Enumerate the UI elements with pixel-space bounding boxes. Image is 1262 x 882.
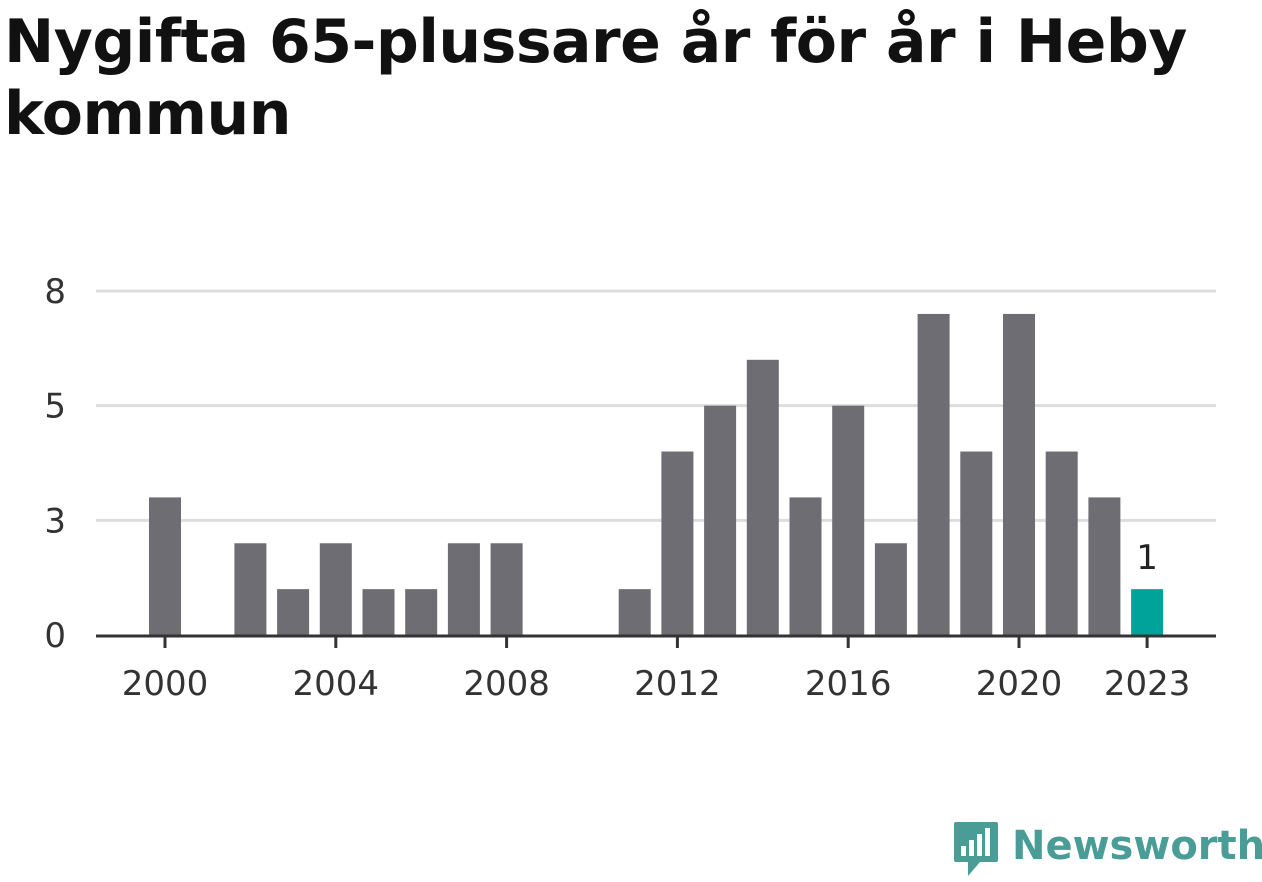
bar — [789, 497, 822, 635]
bar — [746, 359, 779, 635]
x-axis-ticks: 2000 2004 2008 2012 2016 2020 2023 — [122, 635, 1191, 704]
brand-name: Newsworthy — [1012, 823, 1262, 869]
bar — [149, 497, 181, 635]
data-label: 1 — [1136, 538, 1158, 578]
x-tick-label: 2016 — [805, 664, 892, 704]
bar — [960, 451, 993, 635]
bar — [832, 405, 865, 635]
bar — [917, 313, 950, 635]
x-tick-label: 2020 — [976, 664, 1063, 704]
x-tick-label: 2004 — [293, 664, 380, 704]
bar — [447, 543, 480, 635]
y-tick-label: 0 — [44, 616, 66, 656]
y-tick-label: 5 — [44, 387, 66, 427]
y-tick-label: 8 — [44, 272, 66, 312]
x-tick-label: 2008 — [463, 664, 550, 704]
bar — [490, 543, 523, 635]
bar — [1003, 313, 1035, 635]
bar — [874, 543, 907, 635]
bar — [277, 589, 310, 635]
data-labels: 1 — [1136, 538, 1158, 578]
x-tick-label: 2023 — [1104, 664, 1191, 704]
x-tick-label: 2012 — [634, 664, 721, 704]
bar-highlight — [1131, 589, 1164, 635]
y-axis-tick-labels: 0 3 5 8 — [44, 272, 66, 656]
bar — [661, 451, 694, 635]
bar — [1088, 497, 1121, 635]
bar — [1045, 451, 1078, 635]
bar — [319, 543, 352, 635]
bar — [234, 543, 267, 635]
y-tick-label: 3 — [44, 501, 66, 541]
newsworthy-logo-icon — [952, 820, 1000, 880]
bar — [362, 589, 395, 635]
chart-title: Nygifta 65-plussare år för år i Heby kom… — [4, 7, 1187, 149]
bars — [149, 313, 1164, 635]
x-tick-label: 2000 — [122, 664, 209, 704]
brand-logo: Newsworthy — [952, 818, 1262, 882]
bar — [618, 589, 651, 635]
bar — [704, 405, 737, 635]
bar — [405, 589, 438, 635]
